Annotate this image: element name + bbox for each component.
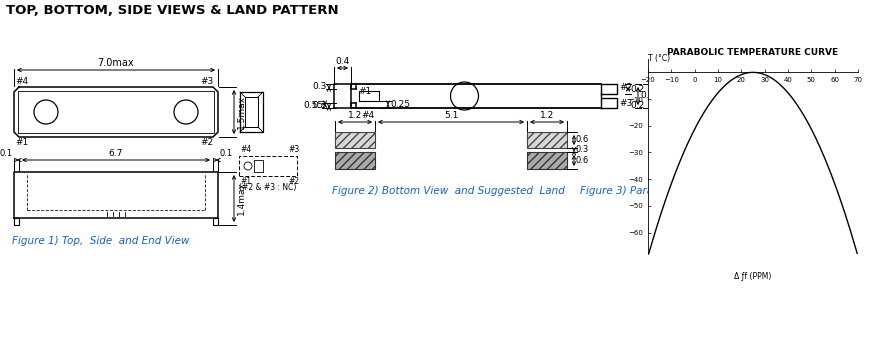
Text: TOP, BOTTOM, SIDE VIEWS & LAND PATTERN: TOP, BOTTOM, SIDE VIEWS & LAND PATTERN: [6, 4, 339, 17]
Text: #3: #3: [200, 77, 213, 86]
Bar: [335, 152, 375, 169]
Text: 0.4: 0.4: [640, 92, 654, 100]
Text: 1.2: 1.2: [647, 92, 661, 100]
Bar: [335, 132, 375, 148]
Text: 1.2: 1.2: [348, 111, 362, 120]
Text: 0.3: 0.3: [576, 146, 590, 154]
Bar: [527, 132, 567, 148]
Text: 1.2: 1.2: [540, 111, 555, 120]
Text: 0.25: 0.25: [390, 100, 410, 109]
Text: 0.6: 0.6: [576, 156, 590, 165]
Text: 5.1: 5.1: [444, 111, 458, 120]
Text: #4: #4: [361, 111, 374, 120]
Text: T (°C): T (°C): [648, 54, 670, 63]
Text: 0.2: 0.2: [630, 85, 644, 94]
Bar: [527, 152, 567, 169]
Text: #2: #2: [288, 177, 299, 186]
Text: #2: #2: [619, 84, 632, 93]
Text: #2: #2: [200, 138, 213, 147]
Text: 0.3: 0.3: [313, 82, 327, 91]
Text: #1: #1: [15, 138, 28, 147]
Text: Figure 2) Bottom View  and Suggested  Land: Figure 2) Bottom View and Suggested Land: [332, 186, 565, 196]
Text: 7.0max: 7.0max: [98, 58, 134, 68]
Text: #3: #3: [288, 145, 300, 154]
Text: (#2 & #3 : NC): (#2 & #3 : NC): [239, 183, 297, 192]
Text: #1: #1: [240, 177, 251, 186]
Text: 1.4max: 1.4max: [237, 182, 246, 215]
Text: 1.5max: 1.5max: [237, 95, 246, 129]
Text: 0.55: 0.55: [303, 101, 323, 110]
Text: Figure 1) Top,  Side  and End View: Figure 1) Top, Side and End View: [12, 236, 189, 246]
Text: Figure 3) Parabolic Temp Curve: Figure 3) Parabolic Temp Curve: [580, 186, 743, 196]
Text: 0.1: 0.1: [219, 149, 232, 158]
Text: #4: #4: [240, 145, 251, 154]
Bar: [213, 218, 218, 225]
Text: 0.3: 0.3: [313, 101, 327, 110]
X-axis label: Δ ƒf (PPM): Δ ƒf (PPM): [734, 271, 772, 281]
Text: 0.1: 0.1: [0, 149, 13, 158]
Text: 0.2: 0.2: [630, 100, 644, 109]
Text: #4: #4: [15, 77, 28, 86]
Bar: [254, 160, 263, 172]
Text: #1: #1: [358, 87, 371, 97]
Text: #3: #3: [619, 99, 632, 108]
Text: 6.7: 6.7: [109, 149, 124, 158]
Text: 0.6: 0.6: [576, 136, 590, 144]
Bar: [14, 218, 19, 225]
Title: PARABOLIC TEMPERATURE CURVE: PARABOLIC TEMPERATURE CURVE: [668, 48, 838, 57]
Text: 0.4: 0.4: [336, 57, 350, 66]
